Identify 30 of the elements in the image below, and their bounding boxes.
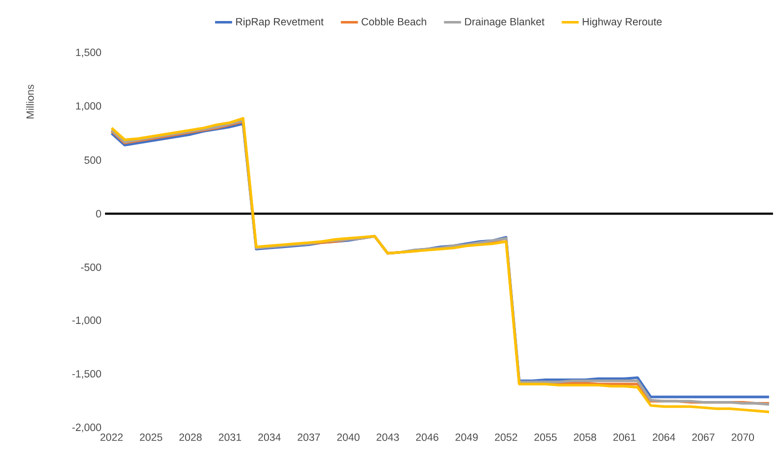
x-tick-label: 2025 xyxy=(140,434,162,441)
x-tick-label: 2022 xyxy=(100,434,123,441)
x-tick-label: 2064 xyxy=(652,434,676,441)
x-tick-label: 2058 xyxy=(574,434,596,441)
x-tick-label: 2037 xyxy=(298,434,320,441)
x-tick-label: 2067 xyxy=(692,434,714,441)
y-tick-label: -1,000 xyxy=(72,316,102,326)
y-tick-label: 0 xyxy=(96,210,102,218)
y-axis-title: Millions xyxy=(26,84,34,118)
legend-label: Cobble Beach xyxy=(362,18,426,26)
x-tick-label: 2028 xyxy=(179,434,202,441)
x-tick-label: 2040 xyxy=(337,434,360,441)
x-tick-label: 2061 xyxy=(613,434,636,441)
x-tick-label: 2034 xyxy=(258,434,281,441)
y-tick-label: -1,500 xyxy=(72,370,102,379)
y-tick-label: 1,000 xyxy=(76,102,102,111)
legend-label: Drainage Blanket xyxy=(465,18,544,28)
legend-label: RipRap Revetment xyxy=(236,18,324,28)
x-tick-label: 2031 xyxy=(218,434,242,441)
x-tick-label: 2049 xyxy=(456,434,478,441)
x-tick-label: 2055 xyxy=(534,434,557,441)
x-tick-label: 2052 xyxy=(494,434,518,441)
x-tick-label: 2070 xyxy=(732,434,754,441)
y-tick-label: -500 xyxy=(81,264,102,271)
legend-label: Highway Reroute xyxy=(582,18,662,28)
y-tick-label: 1,500 xyxy=(76,48,102,58)
x-tick-label: 2043 xyxy=(376,434,399,441)
y-tick-label: 500 xyxy=(84,156,102,164)
x-tick-label: 2046 xyxy=(416,434,438,441)
y-tick-label: -2,000 xyxy=(72,424,102,432)
